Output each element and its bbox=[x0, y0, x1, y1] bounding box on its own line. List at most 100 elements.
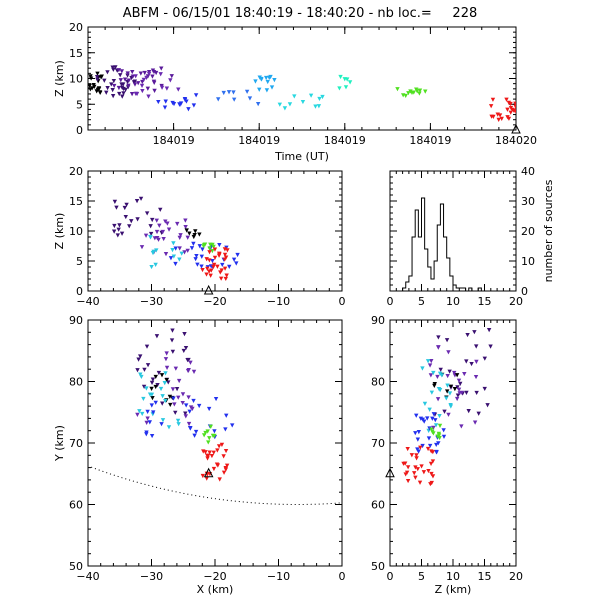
source-point bbox=[223, 427, 228, 432]
source-point bbox=[418, 445, 423, 450]
source-point bbox=[110, 87, 115, 93]
source-point bbox=[447, 391, 453, 396]
source-point bbox=[196, 403, 202, 409]
source-point bbox=[188, 360, 193, 365]
source-point bbox=[207, 450, 212, 455]
source-point bbox=[446, 350, 451, 355]
source-point bbox=[244, 89, 250, 94]
y-tick-label: 15 bbox=[69, 47, 83, 60]
source-point bbox=[120, 94, 125, 99]
source-point bbox=[173, 261, 178, 267]
source-point bbox=[404, 470, 410, 475]
source-point bbox=[151, 410, 156, 415]
plot-area bbox=[401, 328, 493, 487]
source-point bbox=[464, 390, 469, 395]
source-point bbox=[438, 367, 443, 372]
y-axis-label: Y (km) bbox=[53, 425, 66, 462]
source-point bbox=[144, 75, 149, 80]
y-tick-label: 5 bbox=[76, 255, 83, 268]
source-point bbox=[506, 100, 512, 105]
source-point bbox=[417, 480, 423, 485]
source-point bbox=[203, 430, 208, 436]
source-point bbox=[300, 99, 306, 105]
y-tick-label: 90 bbox=[371, 314, 385, 327]
source-point bbox=[144, 432, 149, 437]
source-point bbox=[455, 393, 461, 398]
source-point bbox=[186, 357, 191, 363]
source-point bbox=[129, 219, 134, 224]
source-point bbox=[98, 90, 103, 95]
source-point bbox=[420, 366, 425, 371]
source-point bbox=[164, 365, 170, 370]
source-point bbox=[445, 383, 450, 388]
source-point bbox=[105, 86, 110, 91]
source-point bbox=[429, 359, 434, 364]
source-point bbox=[123, 214, 128, 220]
source-point bbox=[170, 248, 175, 253]
source-point bbox=[169, 74, 174, 79]
source-point bbox=[442, 409, 447, 414]
source-point bbox=[482, 386, 487, 392]
source-point bbox=[234, 261, 239, 266]
source-point bbox=[347, 80, 353, 85]
x-tick-label: 184019 bbox=[238, 134, 280, 147]
source-point bbox=[119, 85, 125, 90]
x-tick-label: 184019 bbox=[409, 134, 451, 147]
source-point bbox=[126, 83, 131, 88]
source-point bbox=[150, 68, 156, 73]
source-point bbox=[218, 270, 223, 275]
station-triangle bbox=[203, 467, 214, 478]
source-point bbox=[208, 242, 213, 247]
source-point bbox=[148, 224, 153, 229]
source-point bbox=[212, 429, 217, 434]
source-point bbox=[231, 90, 236, 95]
source-point bbox=[163, 99, 168, 104]
source-point bbox=[429, 427, 434, 432]
source-point bbox=[447, 369, 452, 374]
source-point bbox=[163, 371, 168, 376]
source-point bbox=[116, 85, 122, 91]
source-point bbox=[413, 475, 418, 480]
x-tick-label: 184020 bbox=[495, 134, 537, 147]
source-point bbox=[145, 86, 151, 91]
source-point bbox=[139, 83, 145, 89]
source-point bbox=[189, 246, 195, 251]
source-point bbox=[111, 78, 117, 84]
source-point bbox=[141, 384, 147, 389]
source-point bbox=[430, 416, 435, 421]
source-point bbox=[88, 74, 93, 79]
source-point bbox=[140, 411, 145, 417]
x-tick-label: −10 bbox=[267, 295, 290, 308]
x-tick-label: 0 bbox=[387, 570, 394, 583]
source-point bbox=[505, 107, 510, 112]
source-point bbox=[205, 429, 210, 434]
source-point bbox=[148, 235, 153, 240]
y-tick-label: 20 bbox=[521, 225, 535, 238]
source-point bbox=[186, 421, 192, 427]
y-tick-label: 40 bbox=[521, 165, 535, 178]
source-point bbox=[193, 429, 199, 435]
source-point bbox=[192, 433, 197, 438]
y-tick-label: 60 bbox=[69, 499, 83, 512]
source-point bbox=[255, 102, 261, 107]
source-point bbox=[227, 264, 232, 269]
source-point bbox=[422, 401, 428, 406]
source-point bbox=[171, 254, 177, 259]
source-point bbox=[160, 418, 166, 423]
source-point bbox=[207, 258, 212, 263]
x-tick-label: 20 bbox=[509, 570, 523, 583]
station-triangle bbox=[385, 467, 395, 478]
source-point bbox=[472, 330, 477, 335]
source-point bbox=[431, 370, 436, 376]
source-point bbox=[456, 387, 462, 392]
source-point bbox=[179, 251, 184, 256]
source-point bbox=[140, 88, 145, 94]
source-point bbox=[112, 223, 117, 229]
source-point bbox=[185, 368, 191, 374]
source-point bbox=[187, 231, 192, 236]
source-point bbox=[153, 262, 158, 267]
source-point bbox=[115, 233, 121, 238]
source-point bbox=[185, 235, 190, 240]
